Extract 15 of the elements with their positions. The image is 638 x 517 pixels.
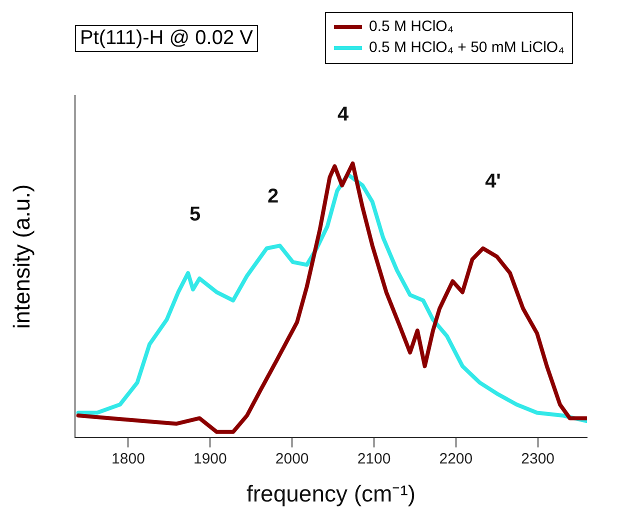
legend-label: 0.5 M HClO₄ + 50 mM LiClO₄ (369, 39, 564, 56)
x-tick-label: 2200 (439, 450, 473, 468)
annotation: 2 (267, 186, 279, 208)
chart-title: Pt(111)-H @ 0.02 V (75, 25, 258, 52)
x-tick-label: 2300 (521, 450, 555, 468)
text: 4 (337, 104, 350, 126)
y-axis-title: intensity (a.u.) (8, 184, 36, 328)
x-tick-label: 1800 (112, 450, 145, 468)
x-tick-label: 2100 (357, 450, 391, 468)
x-axis-title: frequency (cm⁻¹) (246, 480, 416, 507)
annotation: 5 (189, 204, 201, 226)
x-tick-label: 2000 (275, 450, 309, 468)
x-tick-label: 1900 (193, 450, 227, 468)
annotation: 4' (485, 170, 501, 193)
legend-label: 0.5 M HClO₄ (369, 18, 454, 35)
